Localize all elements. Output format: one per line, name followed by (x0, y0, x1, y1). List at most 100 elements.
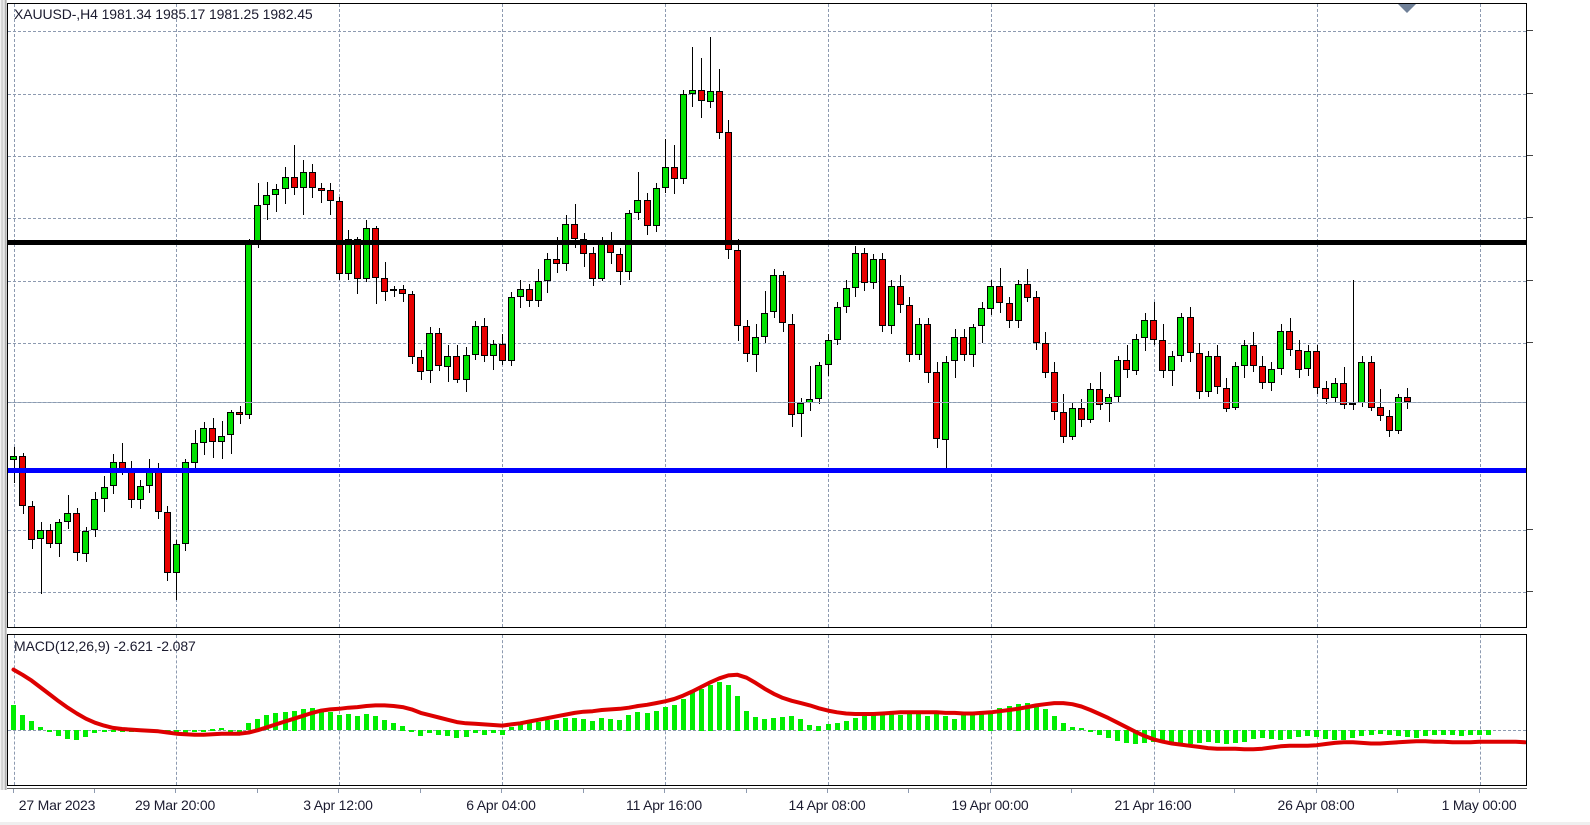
candle-body-bullish (1268, 369, 1275, 383)
candle-body-bullish (852, 253, 859, 288)
macd-histogram-bar (83, 730, 88, 737)
time-axis-tick (664, 789, 665, 793)
macd-histogram-bar (1188, 730, 1193, 745)
candle-body-bearish (616, 254, 623, 272)
macd-histogram-bar (273, 713, 278, 731)
macd-plot-area[interactable] (8, 635, 1526, 785)
candle-body-bearish (336, 201, 343, 274)
price-axis[interactable]: 2050.952039.402028.002016.452012.002004.… (1527, 0, 1590, 790)
candle-body-bearish (897, 286, 904, 305)
macd-histogram-bar (988, 711, 993, 731)
macd-histogram-bar (56, 730, 61, 736)
macd-histogram-bar (708, 685, 713, 731)
resistance-line[interactable] (8, 240, 1526, 245)
macd-histogram-bar (780, 717, 785, 731)
macd-histogram-bar (581, 719, 586, 731)
macd-histogram-bar (445, 730, 450, 737)
macd-histogram-bar (952, 719, 957, 730)
candle-body-bullish (463, 355, 470, 380)
candle-body-bullish (227, 412, 234, 435)
macd-indicator-pane[interactable]: MACD(12,26,9) -2.621 -2.087 (7, 634, 1527, 786)
candle-body-bullish (535, 281, 542, 301)
price-chart-pane[interactable]: XAUUSD-,H4 1981.34 1985.17 1981.25 1982.… (7, 3, 1527, 628)
candle-body-bullish (761, 313, 768, 337)
horizontal-gridline (8, 156, 1526, 157)
macd-histogram-bar (1396, 730, 1401, 736)
time-axis-label: 26 Apr 08:00 (1277, 797, 1355, 813)
time-axis-tick (990, 789, 991, 793)
macd-histogram-bar (1070, 727, 1075, 730)
candle-body-bearish (1033, 297, 1040, 343)
candle-body-bearish (291, 177, 298, 188)
candle-wick (665, 139, 666, 193)
time-axis-tick (94, 789, 95, 793)
macd-histogram-bar (925, 716, 930, 731)
price-axis-tick (1527, 342, 1533, 343)
price-axis-tick (1527, 280, 1533, 281)
macd-histogram-bar (635, 712, 640, 731)
horizontal-gridline (8, 31, 1526, 32)
vertical-scrollbar[interactable] (0, 0, 7, 790)
macd-histogram-bar (816, 726, 821, 731)
macd-histogram-bar (1034, 705, 1039, 730)
macd-histogram-bar (1124, 730, 1129, 743)
horizontal-gridline (8, 281, 1526, 282)
macd-histogram-bar (771, 718, 776, 731)
candle-body-bullish (110, 462, 117, 486)
macd-histogram-bar (1169, 730, 1174, 744)
price-axis-tick (1527, 217, 1533, 218)
candle-body-bearish (1286, 331, 1293, 350)
candle-body-bullish (689, 90, 696, 94)
candle-body-bearish (861, 253, 868, 283)
time-axis-label: 1 May 00:00 (1441, 797, 1517, 813)
macd-histogram-bar (1133, 730, 1138, 744)
macd-histogram-bar (807, 725, 812, 731)
candle-body-bullish (1331, 383, 1338, 398)
candle-wick (801, 398, 802, 438)
macd-histogram-bar (246, 723, 251, 730)
candle-body-bullish (942, 362, 949, 440)
vertical-gridline (1154, 635, 1155, 785)
macd-histogram-bar (608, 719, 613, 731)
candle-body-bearish (879, 259, 886, 326)
candle-body-bearish (164, 512, 171, 573)
candle-body-bearish (381, 278, 388, 292)
horizontal-gridline (8, 530, 1526, 531)
macd-histogram-bar (1025, 703, 1030, 731)
macd-histogram-bar (1432, 730, 1437, 736)
macd-zero-gridline (8, 730, 1526, 731)
macd-histogram-bar (889, 712, 894, 730)
macd-histogram-bar (626, 715, 631, 731)
macd-histogram-bar (1387, 730, 1392, 735)
macd-histogram-bar (563, 718, 568, 731)
macd-histogram-bar (1242, 730, 1247, 742)
candle-body-bullish (508, 297, 515, 361)
candle-body-bearish (725, 132, 732, 250)
macd-histogram-bar (690, 692, 695, 731)
macd-histogram-bar (1016, 704, 1021, 731)
candle-body-bearish (453, 356, 460, 380)
candle-wick (276, 183, 277, 212)
macd-histogram-bar (789, 716, 794, 731)
candle-body-bearish (933, 372, 940, 439)
candle-body-bullish (390, 289, 397, 291)
candle-wick (692, 47, 693, 107)
macd-histogram-bar (880, 714, 885, 731)
macd-histogram-bar (102, 730, 107, 732)
candle-body-bearish (1096, 389, 1103, 405)
candle-body-bearish (779, 275, 786, 323)
candle-body-bearish (1322, 388, 1329, 399)
candle-body-bearish (19, 456, 26, 506)
vertical-gridline (991, 4, 992, 627)
macd-histogram-bar (1296, 730, 1301, 737)
macd-histogram-bar (672, 705, 677, 730)
candle-body-bullish (1069, 408, 1076, 437)
macd-histogram-bar (1332, 730, 1337, 741)
support-line[interactable] (8, 468, 1526, 473)
candle-body-bullish (37, 530, 44, 539)
macd-histogram-bar (1151, 730, 1156, 743)
time-axis[interactable]: 27 Mar 2023 29 Mar 20:00 3 Apr 12:00 6 Apr … (7, 788, 1527, 822)
macd-histogram-bar (871, 713, 876, 730)
candle-body-bullish (598, 242, 605, 279)
price-plot-area[interactable] (8, 4, 1526, 627)
